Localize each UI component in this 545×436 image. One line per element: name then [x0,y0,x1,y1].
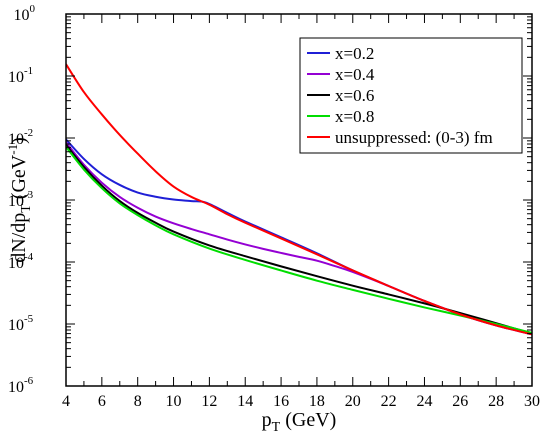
x-tick-label: 30 [524,393,540,410]
x-tick-label: 22 [381,393,397,410]
y-tick-label: 100 [14,3,36,24]
y-tick-label: 10-6 [8,375,34,396]
x-tick-label: 10 [166,393,182,410]
series-line-0 [66,138,532,336]
y-tick-label: 10-2 [8,127,33,148]
y-tick-labels: 10-6 10-5 10-4 10-3 10-2 10-1 100 [8,3,36,396]
x-tick-label: 14 [237,393,253,410]
y-axis-title: dN/dpT (GeV-1) [5,137,34,263]
data-curves [66,63,532,336]
x-tick-label: 18 [309,393,325,410]
y-tick-label: 10-1 [8,65,33,86]
legend-label-3: x=0.8 [335,107,374,126]
legend: x=0.2 x=0.4 x=0.6 x=0.8 unsuppressed: (0-3) … [299,37,523,154]
axis-ticks [65,13,533,387]
y-tick-label: 10-3 [8,189,34,210]
series-line-2 [66,144,532,335]
legend-label-4: unsuppressed: (0-3) fm [335,128,493,147]
x-tick-label: 12 [201,393,217,410]
series-line-4 [66,63,532,336]
legend-box [299,37,523,154]
legend-label-0: x=0.2 [335,44,374,63]
series-line-1 [66,141,532,336]
legend-label-1: x=0.4 [335,65,375,84]
x-tick-label: 16 [273,393,289,410]
x-tick-label: 8 [134,393,142,410]
x-tick-label: 20 [345,393,361,410]
x-tick-label: 6 [98,393,106,410]
x-tick-label: 28 [488,393,504,410]
x-tick-label: 24 [416,393,432,410]
x-tick-labels: 4 6 8 10 12 14 16 18 20 22 24 26 28 30 [62,393,540,410]
y-tick-label: 10-5 [8,313,34,334]
legend-label-2: x=0.6 [335,86,374,105]
x-tick-label: 4 [62,393,70,410]
x-tick-label: 26 [452,393,468,410]
y-tick-label: 10-4 [8,251,34,272]
x-axis-title: pT (GeV) [262,409,337,435]
series-line-3 [66,146,532,334]
